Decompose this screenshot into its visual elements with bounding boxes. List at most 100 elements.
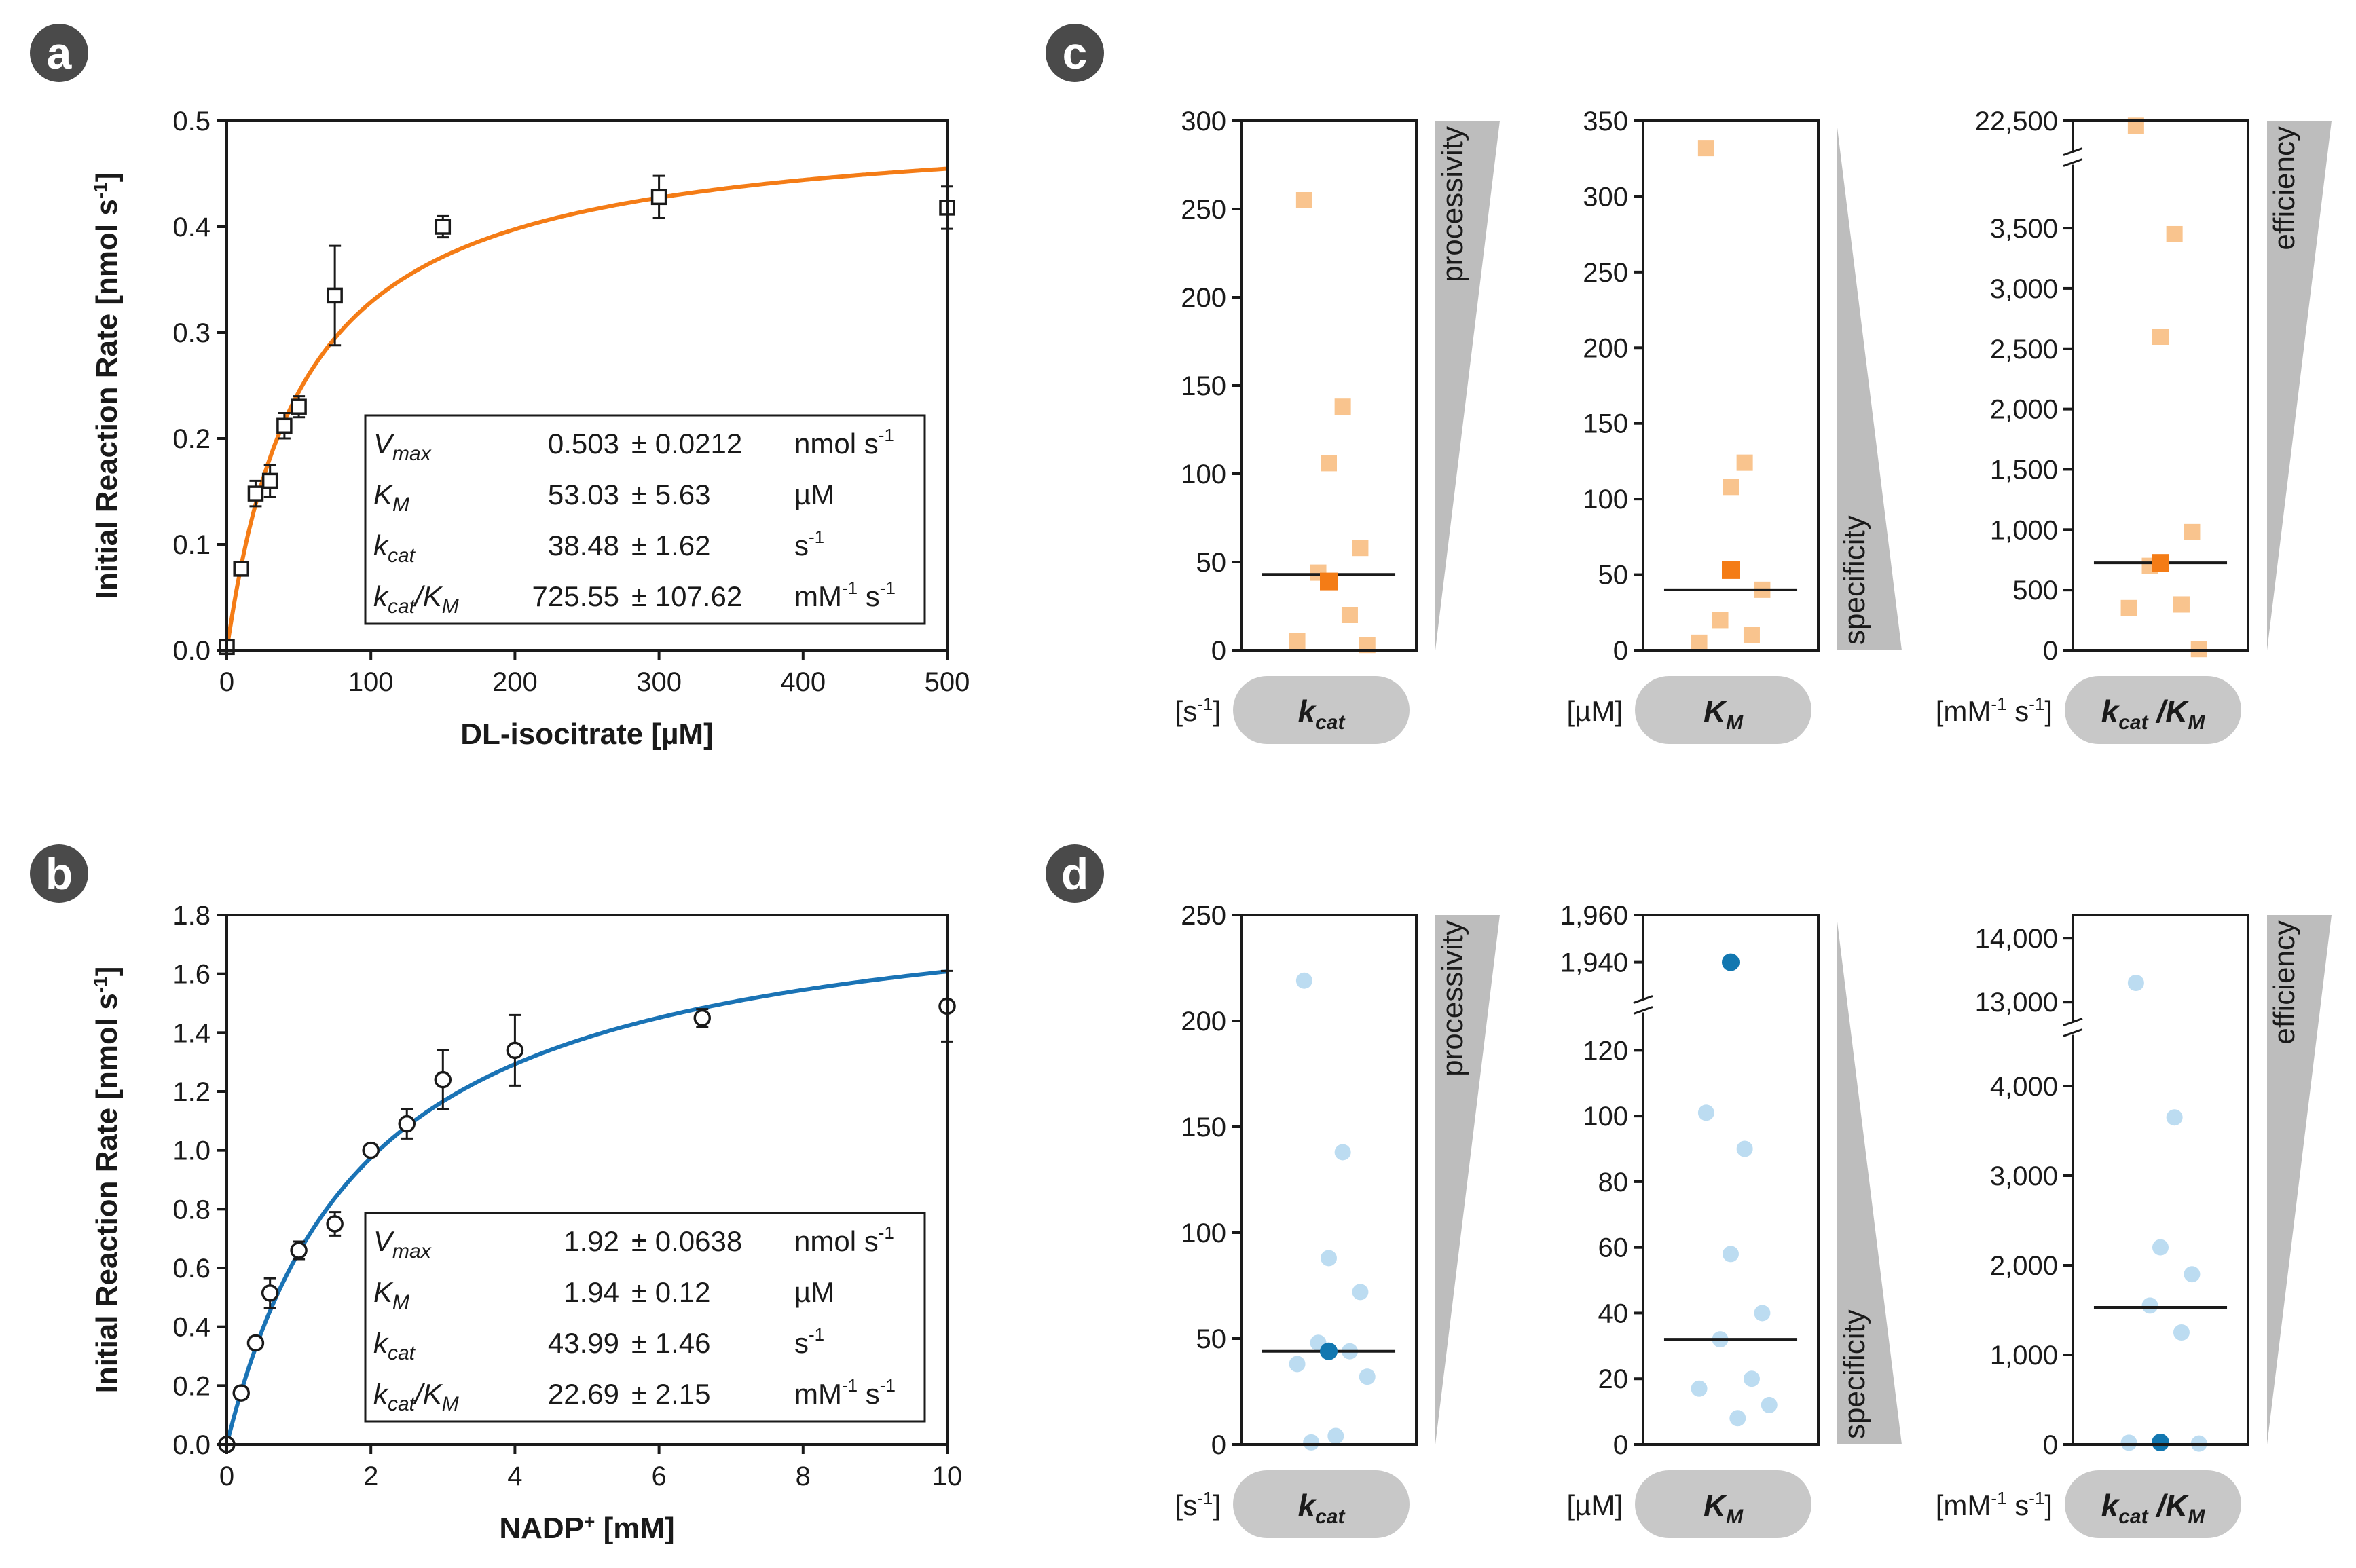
- processivity-label: processivity: [1436, 126, 1469, 282]
- y-tick-label: 0.4: [172, 212, 210, 242]
- data-point: [1289, 1356, 1306, 1373]
- y-tick-label: 1,500: [1990, 455, 2058, 485]
- y-tick-label: 14,000: [1975, 924, 2058, 954]
- y-tick-label: 0: [2043, 636, 2058, 666]
- x-tick-label: 100: [348, 667, 394, 697]
- y-tick-label: 0.0: [172, 636, 210, 666]
- processivity-label: processivity: [1436, 920, 1469, 1077]
- data-point: [1743, 1370, 1760, 1387]
- data-point: [1712, 612, 1729, 629]
- panel-a-badge: [30, 24, 88, 82]
- y-tick-label: 50: [1196, 548, 1227, 578]
- param-value: 43.99: [548, 1327, 619, 1359]
- data-point: [2166, 225, 2183, 242]
- unit-label: [mM-1 s-1]: [1936, 694, 2053, 727]
- y-tick-label: 22,500: [1975, 107, 2058, 136]
- parameter-pill-label: KM: [1704, 694, 1744, 734]
- y-tick-label: 0: [2043, 1430, 2058, 1460]
- data-point: [2184, 1266, 2201, 1283]
- param-value: 725.55: [532, 580, 619, 612]
- parameter-table: [364, 414, 926, 625]
- data-point: [1341, 607, 1358, 623]
- y-tick-label: 2,000: [1990, 1251, 2058, 1281]
- data-point: [1352, 540, 1369, 557]
- efficiency-triangle: [2267, 121, 2332, 650]
- param-error: ± 0.0638: [631, 1225, 742, 1257]
- panel-d-label: d: [1061, 848, 1088, 899]
- y-tick-label: 0.6: [172, 1254, 210, 1284]
- y-tick-label: 40: [1598, 1299, 1629, 1328]
- x-tick-label: 0: [219, 667, 234, 697]
- param-value: 0.503: [548, 428, 619, 460]
- parameter-pill-label: kcat /KM: [2101, 1488, 2206, 1528]
- data-point: [1736, 1140, 1753, 1157]
- parameter-pill-label: kcat /KM: [2101, 694, 2206, 734]
- x-axis-title: DL-isocitrate [µM]: [460, 717, 713, 751]
- efficiency-triangle: [2267, 915, 2332, 1444]
- data-point: [1697, 140, 1714, 157]
- data-point: [327, 287, 343, 304]
- y-axis-title: Initial Reaction Rate [nmol s-1]: [90, 172, 124, 599]
- y-tick-label: 100: [1181, 460, 1226, 489]
- param-error: ± 107.62: [631, 580, 742, 612]
- highlight-point: [2152, 554, 2169, 572]
- y-tick-label: 200: [1181, 283, 1226, 313]
- axis-break-mark: [2063, 1018, 2083, 1026]
- data-point: [1743, 627, 1760, 643]
- panel-b-chart: 0 2 4 6 8 10 0.0 0.2 0.4 0.6 0.8 1.0 1.2 1.4 1.6 1.8 NAD…: [90, 901, 963, 1545]
- param-unit: µM: [794, 1276, 834, 1308]
- data-point: [2141, 1297, 2158, 1314]
- axis-break-mark: [1633, 995, 1653, 1004]
- param-error: ± 2.15: [631, 1378, 710, 1410]
- axis-break-mark: [2063, 158, 2083, 167]
- parameter-pill-label: KM: [1704, 1488, 1744, 1528]
- y-tick-label: 0: [1211, 636, 1226, 666]
- y-tick-label: 0.2: [172, 1371, 210, 1401]
- y-tick-label: 3,000: [1990, 274, 2058, 304]
- plot-frame: [1642, 119, 1820, 652]
- y-tick-label: 4,000: [1990, 1072, 2058, 1102]
- param-value: 53.03: [548, 479, 619, 510]
- param-value: 1.92: [564, 1225, 619, 1257]
- data-point: [398, 1115, 416, 1133]
- specificity-label: specificity: [1838, 515, 1871, 645]
- specificity-triangle: [1837, 128, 1902, 650]
- unit-label: [s-1]: [1175, 694, 1221, 727]
- data-point: [1295, 192, 1312, 208]
- plot-frame: [225, 914, 949, 1446]
- param-symbol: kcat: [373, 529, 416, 567]
- data-point: [1359, 1368, 1376, 1385]
- data-point: [2184, 523, 2201, 540]
- data-point: [247, 485, 264, 502]
- y-tick-label: 150: [1181, 1113, 1226, 1142]
- x-tick-label: 400: [780, 667, 826, 697]
- data-point: [1723, 479, 1739, 496]
- panel-c3-chart: 0 500 1,000 1,500 2,000 2,500 3,000 3,500 22,500…: [1936, 107, 2332, 744]
- y-tick-label: 1.8: [172, 901, 210, 931]
- data-point: [246, 1334, 265, 1352]
- highlight-point: [1320, 572, 1338, 591]
- y-tick-label: 50: [1598, 561, 1629, 591]
- parameter-pill: [1233, 676, 1410, 744]
- data-point: [506, 1041, 524, 1060]
- x-tick-label: 4: [507, 1461, 522, 1491]
- y-tick-label: 0.0: [172, 1430, 210, 1460]
- y-tick-label: 1.0: [172, 1136, 210, 1166]
- processivity-triangle: [1435, 121, 1500, 650]
- y-tick-label: 300: [1583, 182, 1628, 212]
- parameter-pill: [2065, 676, 2241, 744]
- y-tick-label: 60: [1598, 1233, 1629, 1263]
- y-tick-label: 150: [1583, 409, 1628, 439]
- plot-frame: [2072, 119, 2249, 652]
- data-point: [1761, 1396, 1778, 1413]
- x-tick-label: 500: [925, 667, 970, 697]
- data-point: [1691, 634, 1708, 651]
- data-point: [2120, 599, 2137, 616]
- y-tick-label: 1.6: [172, 960, 210, 990]
- y-tick-label: 250: [1181, 195, 1226, 225]
- data-point: [1697, 1104, 1714, 1121]
- param-value: 38.48: [548, 529, 619, 561]
- param-symbol: kcat/KM: [373, 1378, 459, 1415]
- panel-c2-chart: 0 50 100 150 200 250 300 350 specificity KM [µM]: [1566, 107, 1902, 744]
- parameter-table: [364, 1212, 926, 1423]
